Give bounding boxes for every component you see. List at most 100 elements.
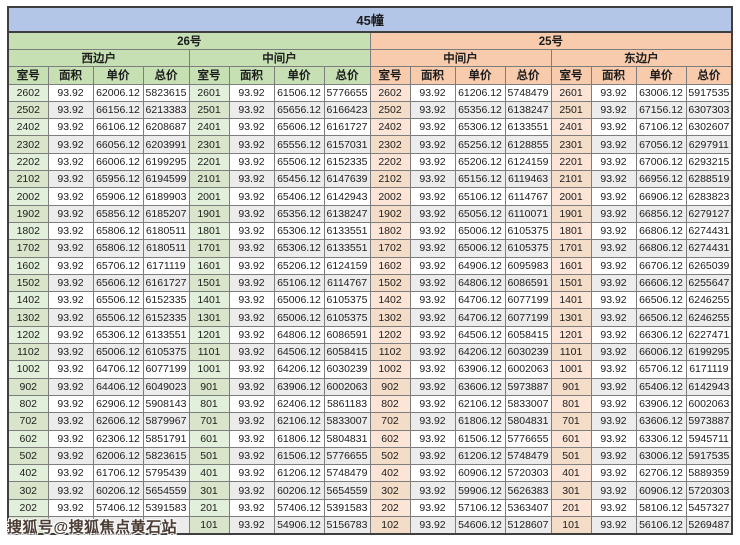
area-cell: 93.92 — [409, 516, 456, 535]
area-cell: 93.92 — [47, 118, 94, 137]
total-price-cell: 5391583 — [142, 498, 190, 518]
area-cell: 93.92 — [409, 135, 456, 154]
total-price-cell: 5879967 — [142, 412, 190, 431]
total-price-cell: 6058415 — [504, 325, 552, 345]
room-cell: 1501 — [550, 273, 592, 293]
area-cell: 93.92 — [590, 204, 637, 223]
column-header: 单价 — [454, 66, 506, 85]
unit-price-cell: 64706.12 — [454, 291, 506, 310]
total-price-cell: 6180511 — [142, 221, 190, 241]
total-price-cell: 5156783 — [323, 516, 371, 535]
room-cell: 1601 — [188, 256, 230, 275]
room-cell: 101 — [550, 516, 592, 535]
unit-price-cell: 61206.12 — [454, 83, 506, 102]
unit-price-cell: 66806.12 — [635, 221, 687, 241]
unit-price-cell: 60906.12 — [635, 481, 687, 500]
total-price-cell: 6194599 — [142, 170, 190, 189]
area-cell: 93.92 — [409, 118, 456, 137]
total-price-cell: 5804831 — [323, 429, 371, 448]
area-cell: 93.92 — [228, 100, 275, 120]
room-cell: 301 — [550, 481, 592, 500]
room-cell: 1401 — [188, 291, 230, 310]
room-cell: 2602 — [7, 83, 49, 102]
unit-price-cell: 65006.12 — [273, 308, 325, 327]
unit-type-header: 中间户 — [188, 48, 371, 68]
unit-price-cell: 64506.12 — [454, 325, 506, 345]
unit-price-cell: 63906.12 — [273, 377, 325, 396]
room-cell: 101 — [188, 516, 230, 535]
area-cell: 93.92 — [409, 446, 456, 466]
unit-price-cell: 60206.12 — [92, 481, 144, 500]
building-title: 45幢 — [7, 6, 733, 33]
room-cell: 702 — [7, 412, 49, 431]
unit-price-cell: 65656.12 — [273, 100, 325, 120]
total-price-cell: 5908143 — [142, 394, 190, 414]
room-cell: 402 — [7, 464, 49, 483]
unit-price-cell: 66806.12 — [635, 239, 687, 258]
room-cell: 1902 — [369, 204, 411, 223]
total-price-cell: 5776655 — [504, 429, 552, 448]
room-cell: 2502 — [369, 100, 411, 120]
table-row: 1502 93.92 65606.12 6161727 1501 93.92 65106.1… — [7, 273, 733, 293]
table-row: 2002 93.92 65906.12 6189903 2001 93.92 65406.1… — [7, 187, 733, 206]
area-cell: 93.92 — [228, 308, 275, 327]
total-price-cell: 6293215 — [685, 152, 733, 172]
unit-price-cell: 61706.12 — [92, 464, 144, 483]
total-price-cell: 6002063 — [504, 360, 552, 379]
area-cell: 93.92 — [409, 498, 456, 518]
room-cell: 201 — [550, 498, 592, 518]
area-cell: 93.92 — [409, 170, 456, 189]
room-cell: 1301 — [188, 308, 230, 327]
area-cell: 93.92 — [228, 170, 275, 189]
total-price-cell: 743 — [142, 516, 190, 535]
total-price-cell: 6208687 — [142, 118, 190, 137]
room-cell: 301 — [188, 481, 230, 500]
room-cell: 1102 — [7, 343, 49, 362]
area-cell: 93.92 — [590, 291, 637, 310]
unit-price-cell: 65306.12 — [273, 221, 325, 241]
unit-price-cell: 60906.12 — [454, 464, 506, 483]
area-cell: 93.92 — [590, 100, 637, 120]
area-cell: 93.92 — [590, 360, 637, 379]
building-header: 25号 — [369, 31, 733, 50]
room-cell: 1602 — [7, 256, 49, 275]
area-cell: 93.92 — [590, 412, 637, 431]
column-header: 总价 — [142, 66, 190, 85]
column-header: 单价 — [273, 66, 325, 85]
unit-price-cell: 63006.12 — [635, 83, 687, 102]
room-cell: 2501 — [188, 100, 230, 120]
unit-price-cell: 58106.12 — [635, 498, 687, 518]
area-cell: 93.92 — [409, 239, 456, 258]
room-cell: 801 — [550, 394, 592, 414]
total-price-cell: 6142943 — [685, 377, 733, 396]
total-price-cell: 6105375 — [504, 221, 552, 241]
unit-price-cell: 64806.12 — [454, 273, 506, 293]
total-price-cell: 6133551 — [504, 118, 552, 137]
area-cell: 93.92 — [409, 464, 456, 483]
area-cell — [47, 516, 94, 535]
total-price-cell: 6213383 — [142, 100, 190, 120]
total-price-cell: 6307303 — [685, 100, 733, 120]
table-row: 1602 93.92 65706.12 6171119 1601 93.92 65206.1… — [7, 256, 733, 275]
unit-price-cell: 65506.12 — [92, 291, 144, 310]
column-header: 单价 — [92, 66, 144, 85]
area-cell: 93.92 — [590, 325, 637, 345]
unit-price-cell: 62006.12 — [92, 83, 144, 102]
area-cell: 93.92 — [47, 360, 94, 379]
room-cell: 702 — [369, 412, 411, 431]
area-cell: 93.92 — [47, 394, 94, 414]
unit-price-cell: 63606.12 — [635, 412, 687, 431]
room-cell: 201 — [188, 498, 230, 518]
area-cell: 93.92 — [590, 498, 637, 518]
area-cell: 93.92 — [590, 516, 637, 535]
total-price-cell: 6166423 — [323, 100, 371, 120]
total-price-cell: 6171119 — [685, 360, 733, 379]
unit-price-cell: 66306.12 — [635, 325, 687, 345]
total-price-cell: 5917535 — [685, 83, 733, 102]
room-cell: 1401 — [550, 291, 592, 310]
total-price-cell: 6171119 — [142, 256, 190, 275]
unit-price-cell: 66856.12 — [635, 204, 687, 223]
total-price-cell: 6227471 — [685, 325, 733, 345]
room-cell: 1502 — [369, 273, 411, 293]
total-price-cell: 6203991 — [142, 135, 190, 154]
